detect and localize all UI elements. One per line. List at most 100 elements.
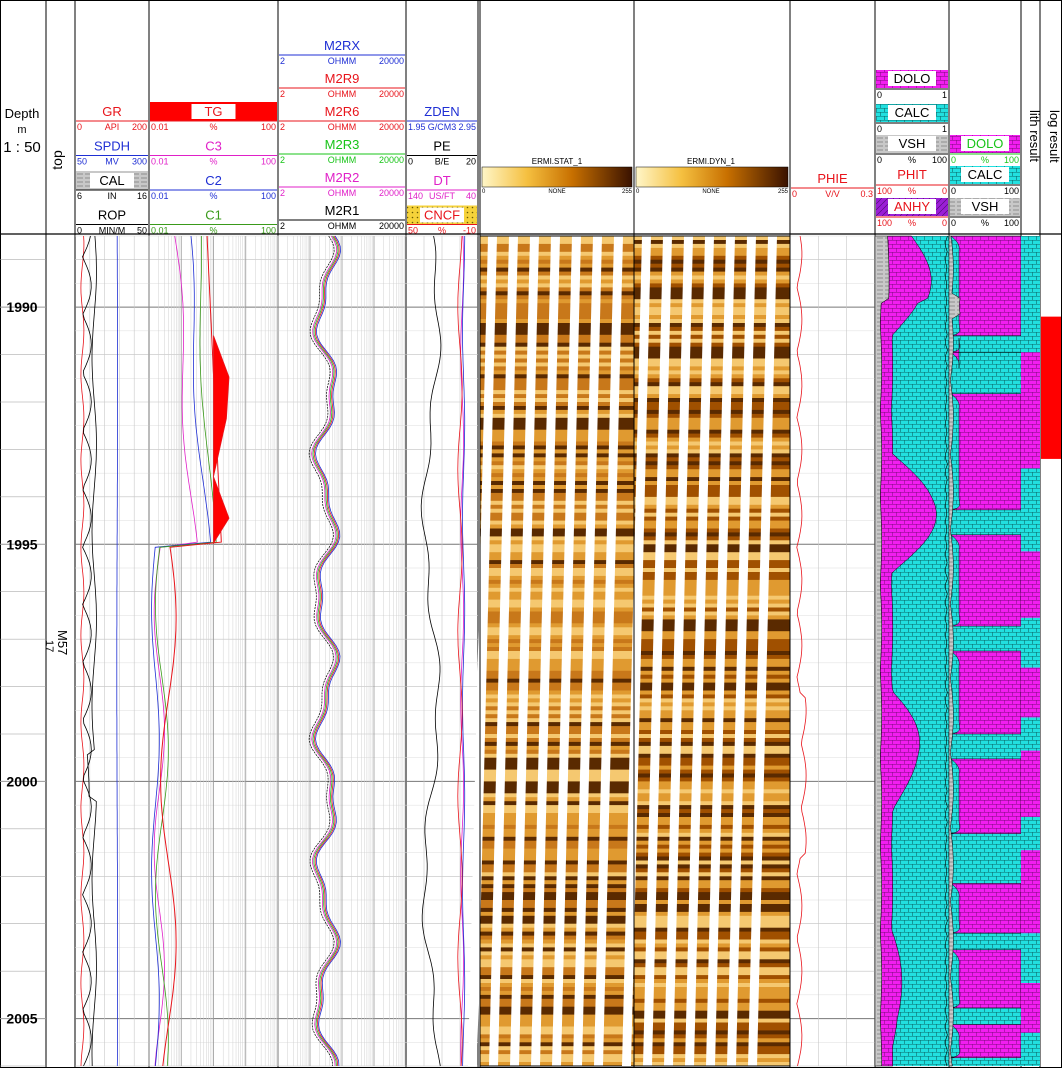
ermi-band [480,386,634,391]
dolo-block [950,534,1022,627]
gr-curve [80,235,85,1067]
ermi-stat-color-scale [481,166,633,188]
ermi-band [480,465,634,470]
dt-curve [460,235,464,1067]
ermi-band [634,338,790,344]
ermi-band [634,334,790,340]
curve-min: 2 [280,155,285,165]
curve-min: 0.01 [151,122,169,132]
lith-legend-box [888,71,936,86]
ermi-band [634,655,790,660]
header-label-box [420,207,464,223]
lith-legend-box [888,136,936,151]
ermi-band [634,726,790,731]
phit-line [944,235,948,1067]
ermi-band [480,572,634,577]
ermi-band [480,821,634,826]
curve-name-m2r9: M2R9 [325,71,360,86]
curve-unit: MV [105,157,119,167]
ermi-dyn-unit: NONE [702,189,719,195]
curve-max: 20000 [379,188,404,198]
depth-scale: 1 : 50 [3,139,41,156]
lith-legend-box [961,136,1009,151]
lith-fraction-track [948,235,1022,1067]
ermi-band [634,485,790,490]
header-t1-cal: CAL 6 IN 16 [76,171,148,201]
ermi-band [480,406,634,411]
curve-unit: OHMM [328,221,357,231]
ermi-band [634,769,790,774]
ermi-stat-unit: NONE [548,189,565,195]
curve-name-m2r6: M2R6 [325,104,360,119]
ermi-band [634,350,790,355]
ermi-band [480,773,634,778]
ermi-band [634,734,790,739]
curve-min: 50 [77,157,87,167]
lith-unit: % [981,218,989,228]
ermi-band [634,469,790,474]
ermi-pad-gap [489,236,518,1066]
ermi-band [480,789,634,794]
ermi-band [634,627,790,632]
lith-unit: % [908,186,916,196]
ermi-band [480,738,634,743]
lith-min: 0 [877,90,882,100]
ermi-band [634,532,790,537]
ermi-band [634,789,790,794]
ermi-band [634,461,790,466]
lith-max: 100 [1004,155,1019,165]
header-t8-dolo: DOLO 0 1 [876,70,948,100]
ermi-band [480,832,634,838]
ermi-band [634,651,790,656]
lith-max: 1 [942,90,947,100]
ermi-band [480,694,634,699]
curve-name-pe: PE [433,139,451,154]
curve-unit: IN [108,191,117,201]
m2r6-curve [313,235,340,1067]
header-t2-c1: C1 0.01% 100 [150,208,277,236]
ermi-band [480,785,634,790]
curve-max: 300 [132,157,147,167]
lith-min: 0 [877,155,882,165]
curve-name-dt: DT [433,173,450,188]
ermi-band [634,753,790,759]
ermi-pad-gap [531,236,560,1066]
lith-max: 100 [932,155,947,165]
lith-max: 1 [942,124,947,134]
curve-max: 100 [261,157,276,167]
ermi-band [634,319,790,324]
ermi-band [634,465,790,470]
ermi-band [634,797,790,802]
ermi-band [634,741,790,747]
ermi-band [480,824,634,830]
cncf-curve [457,235,463,1067]
ermi-stat-max: 255 [622,189,633,195]
ermi-band [480,643,634,648]
ermi-band [480,603,634,608]
ermi-band [634,441,790,446]
curve-name-m2r2: M2R2 [325,170,360,185]
curve-min: 0.01 [151,226,169,236]
ermi-band [634,516,790,521]
lith-legend-box [961,167,1009,182]
curve-name-cncf: CNCF [424,208,460,223]
ermi-band [480,619,634,624]
lith-min: 0 [951,155,956,165]
ermi-band [480,666,634,672]
ermi-band [480,544,634,549]
ermi-band [634,694,790,699]
ermi-band [634,370,790,375]
lith-result-dolo [1021,551,1040,618]
dolo-block [950,393,1022,511]
dolo-block [950,650,1022,735]
ermi-band [480,761,634,767]
curve-name-gr: GR [102,104,122,119]
ermi-band [480,757,634,763]
ermi-band [634,544,790,549]
ermi-band [634,587,790,593]
c1-curve [155,235,217,1067]
ermi-band [634,445,790,450]
ermi-band [634,398,790,403]
lith-name-vsh: VSH [899,136,926,151]
curve-max: 20000 [379,56,404,66]
